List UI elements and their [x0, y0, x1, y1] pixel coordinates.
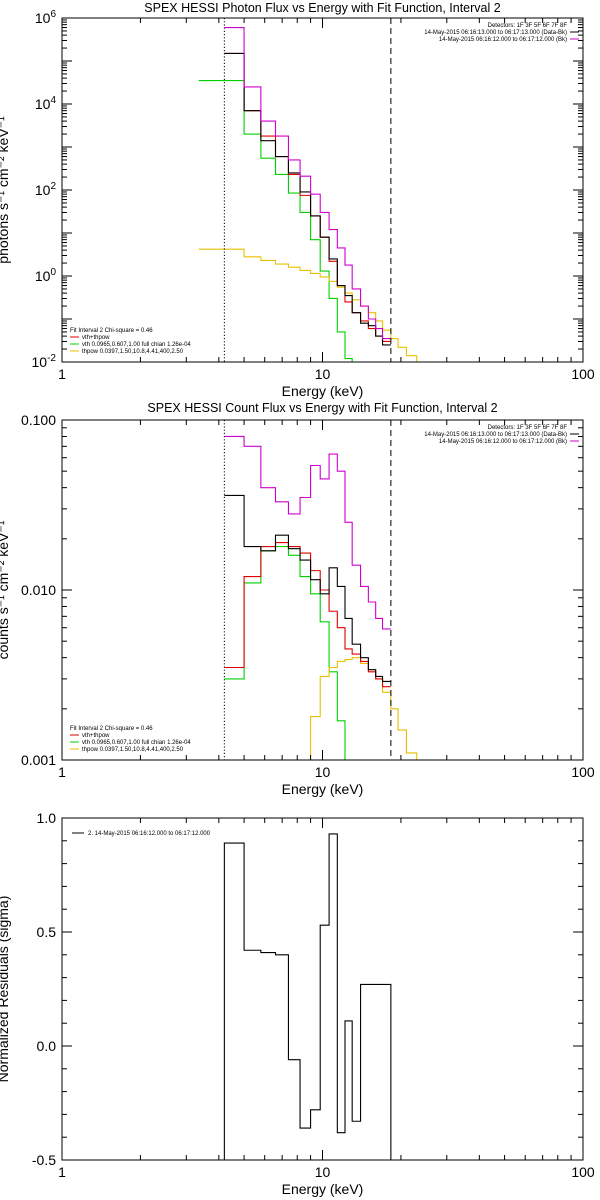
y-tick-label: -0.5 [32, 1152, 56, 1168]
legend-entry: thpow 0.0397,1.50,10.8,4.41,400,2.50 [82, 747, 184, 753]
legend-entry: vth 0.0965,0.607,1.00 full chian 1.26e-0… [82, 740, 191, 746]
y-tick-base: 10 [32, 354, 48, 370]
series-line-4 [224, 52, 391, 346]
x-tick-label: 100 [571, 366, 595, 382]
plot-area [224, 435, 427, 760]
y-tick-label: 0.001 [21, 752, 56, 768]
y-tick-label: 104 [35, 95, 57, 112]
series-line-4 [224, 494, 391, 682]
legend-entry: 14-May-2015 06:16:12.000 to 06:17:12.000… [439, 37, 567, 43]
chart-title: SPEX HESSI Photon Flux vs Energy with Fi… [144, 1, 500, 15]
x-tick-label: 100 [571, 1164, 595, 1180]
chart-title: SPEX HESSI Count Flux vs Energy with Fit… [147, 401, 497, 415]
series-line-1 [224, 546, 353, 760]
legend-entry: vth+thpow [82, 335, 110, 341]
series-line-2 [300, 657, 427, 760]
legend-entry: thpow 0.0397,1.50,10.8,4.41,400,2.50 [82, 349, 184, 355]
legend-entry: Detectors: 1F 3F 5F 6F 7F 8F [488, 23, 568, 29]
x-axis-label: Energy (keV) [282, 1181, 364, 1197]
x-tick-label: 100 [571, 764, 595, 780]
y-tick-label: 0.010 [21, 582, 56, 598]
chart-panel-1: SPEX HESSI Photon Flux vs Energy with Fi… [0, 1, 595, 399]
y-tick-label: 1.0 [37, 810, 57, 826]
y-tick-exponent: -2 [47, 353, 56, 364]
y-tick-exponent: 2 [50, 181, 56, 192]
series-line-3 [224, 542, 391, 688]
legend-entry: Fit Interval 2 Chi-square = 0.46 [70, 328, 153, 334]
legend-entry: Fit Interval 2 Chi-square = 0.46 [70, 726, 153, 732]
plot-area [223, 833, 392, 1160]
legend-entry: 14-May-2015 06:16:13.000 to 06:17:13.000… [424, 30, 567, 36]
y-tick-base: 10 [35, 268, 51, 284]
legend-entry: vth 0.0965,0.607,1.00 full chian 1.26e-0… [82, 342, 191, 348]
series-line-1 [223, 833, 392, 1160]
series-line-5 [224, 435, 391, 630]
chart-panel-3: 1 10 100 1.0 0.5 0.0 -0.5 Energy (keV) Normalize… [0, 810, 595, 1197]
x-tick-label: 1 [58, 366, 66, 382]
y-tick-label: 10-2 [32, 353, 57, 370]
y-tick-base: 10 [35, 10, 51, 26]
legend-entry: 14-May-2015 06:16:13.000 to 06:17:13.000… [424, 432, 567, 438]
y-tick-exponent: 6 [50, 9, 56, 20]
y-tick-label: 106 [35, 9, 57, 26]
plot-frame [61, 17, 584, 363]
plot-frame [61, 817, 584, 1161]
y-tick-base: 10 [35, 182, 51, 198]
y-tick-label: 102 [35, 181, 57, 198]
plot-area [198, 26, 427, 362]
x-tick-label: 1 [58, 1164, 66, 1180]
y-tick-label: 0.5 [37, 924, 57, 940]
legend-entry: 14-May-2015 06:16:12.000 to 06:17:12.000… [439, 439, 567, 445]
series-line-2 [198, 248, 427, 362]
y-tick-base: 10 [35, 96, 51, 112]
series-line-5 [224, 26, 391, 340]
y-axis-label: counts s⁻¹ cm⁻² keV⁻¹ [0, 520, 11, 659]
y-tick-label: 100 [35, 267, 57, 284]
y-tick-label: 0.100 [21, 412, 56, 428]
series-line-1 [198, 80, 361, 362]
y-tick-exponent: 4 [50, 95, 56, 106]
y-axis-label: photons s⁻¹ cm⁻² keV⁻¹ [0, 116, 11, 264]
x-tick-label: 1 [58, 764, 66, 780]
chart-panel-2: SPEX HESSI Count Flux vs Energy with Fit… [0, 401, 595, 797]
x-tick-label: 10 [315, 1164, 331, 1180]
y-tick-exponent: 0 [50, 267, 56, 278]
y-axis-label: Normalized Residuals (sigma) [0, 896, 11, 1083]
legend-entry: Detectors: 1F 3F 5F 6F 7F 8F [488, 425, 568, 431]
series-line-3 [224, 52, 391, 343]
x-axis-label: Energy (keV) [282, 781, 364, 797]
x-tick-label: 10 [315, 764, 331, 780]
x-axis-label: Energy (keV) [282, 383, 364, 399]
x-tick-label: 10 [315, 366, 331, 382]
legend-entry: 2. 14-May-2015 06:16:12.000 to 06:17:12.… [88, 831, 211, 837]
legend-entry: vth+thpow [82, 733, 110, 739]
y-tick-label: 0.0 [37, 1038, 57, 1054]
